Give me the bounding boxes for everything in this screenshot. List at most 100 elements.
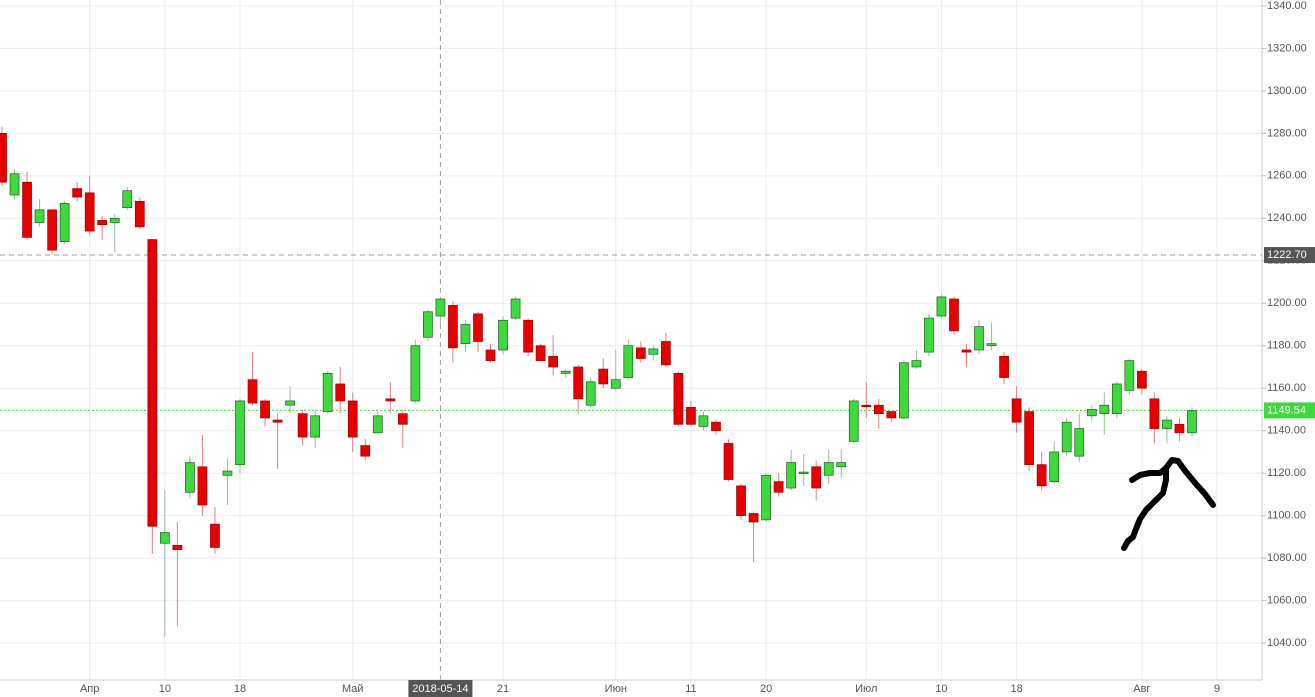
candle-body — [1036, 464, 1047, 487]
last-price-box — [1264, 402, 1315, 419]
candle-body — [0, 133, 7, 183]
candle-body — [961, 349, 972, 353]
candle-body — [623, 345, 634, 378]
x-tick-label: 10 — [159, 683, 171, 695]
candle-body — [360, 445, 371, 457]
candle-body — [210, 523, 220, 548]
candle-body — [1011, 398, 1022, 423]
grid — [0, 0, 1262, 680]
candle-body — [1074, 428, 1085, 457]
y-tick-label: 1040.00 — [1267, 637, 1307, 649]
crosshair-x-label: 2018-05-14 — [412, 683, 468, 695]
candle-body — [748, 513, 759, 523]
candle-body — [1049, 451, 1060, 482]
candle-body — [172, 545, 183, 550]
candle-body — [97, 220, 108, 226]
candle-body — [448, 305, 458, 349]
crosshair-y-box — [1264, 247, 1315, 264]
y-tick-label: 1140.00 — [1267, 425, 1306, 437]
candle-body — [661, 341, 671, 366]
candle-body — [736, 485, 746, 516]
candle-body — [147, 239, 158, 527]
candle-body — [335, 383, 346, 402]
candle-body — [986, 343, 997, 347]
y-tick-label: 1340.00 — [1267, 0, 1307, 12]
candle-body — [848, 400, 859, 442]
axis-labels: 1040.00 1060.00 1080.00 1100.00 1120.00 1140.… — [80, 0, 1315, 697]
candle-body — [22, 181, 32, 238]
candle-body — [686, 406, 696, 425]
x-tick-label: Июл — [855, 683, 877, 695]
candle-body — [159, 532, 170, 544]
candle-body — [823, 462, 834, 476]
candle-body — [936, 296, 947, 317]
candle-body — [974, 326, 984, 351]
candle-body — [535, 345, 546, 361]
x-tick-label: Июн — [605, 683, 627, 695]
y-tick-label: 1180.00 — [1267, 340, 1306, 352]
x-tick-label: 10 — [935, 683, 947, 695]
candle-body — [322, 372, 333, 412]
y-tick-label: 1060.00 — [1267, 594, 1307, 606]
candle-body — [485, 349, 496, 361]
candle-body — [698, 415, 709, 427]
candle-body — [372, 415, 383, 434]
candle-body — [899, 362, 909, 419]
candle-body — [197, 466, 208, 506]
candle-body — [285, 400, 295, 406]
y-tick-label: 1300.00 — [1267, 85, 1307, 97]
candle-body — [1162, 419, 1172, 429]
candle-body — [47, 209, 57, 251]
candle-body — [610, 379, 621, 389]
candle-body — [59, 203, 70, 243]
candle-body — [435, 298, 446, 317]
x-tick-label: Май — [342, 683, 364, 695]
candle-body — [873, 404, 884, 415]
candle-body — [1061, 421, 1072, 453]
candle-body — [473, 313, 483, 342]
candle-body — [786, 462, 796, 489]
candle-body — [711, 421, 721, 432]
candle-body — [548, 356, 558, 368]
candle-body — [1149, 398, 1160, 429]
candle-body — [673, 372, 684, 425]
candle-body — [235, 400, 245, 466]
candle-body — [397, 413, 408, 425]
candle-body — [1099, 404, 1110, 415]
candle-body — [1086, 409, 1097, 417]
y-tick-label: 1240.00 — [1267, 212, 1307, 224]
candle-body — [999, 356, 1009, 378]
candle-body — [723, 443, 734, 480]
candle-body — [385, 398, 396, 402]
candle-body — [185, 462, 195, 493]
y-tick-label: 1320.00 — [1267, 42, 1307, 54]
y-tick-label: 1200.00 — [1267, 297, 1307, 309]
candle-body — [460, 324, 471, 344]
candle-body — [924, 317, 934, 353]
candle-body — [122, 190, 133, 209]
candle-body — [523, 319, 533, 353]
candle-body — [635, 347, 646, 359]
y-tick-label: 1260.00 — [1267, 170, 1307, 182]
x-tick-label: 18 — [234, 683, 246, 695]
x-tick-label: 18 — [1010, 683, 1022, 695]
candle-body — [598, 368, 609, 385]
crosshair-y-label: 1222.70 — [1267, 249, 1307, 261]
last-price-label: 1149.54 — [1267, 404, 1306, 416]
y-tick-label: 1160.00 — [1267, 382, 1306, 394]
candle-body — [573, 366, 584, 400]
candle-body — [861, 404, 872, 408]
candle-body — [585, 381, 596, 406]
candle-body — [911, 360, 922, 368]
candle-body — [648, 348, 659, 355]
candle-body — [347, 400, 358, 438]
candle-body — [72, 188, 83, 198]
candle-body — [109, 217, 120, 223]
candle-body — [297, 413, 308, 438]
candle-body — [798, 471, 809, 474]
hand-drawn-scribble — [1121, 457, 1216, 551]
candle-body — [310, 415, 320, 438]
candle-body — [886, 411, 897, 419]
x-tick-label: 9 — [1214, 683, 1220, 695]
